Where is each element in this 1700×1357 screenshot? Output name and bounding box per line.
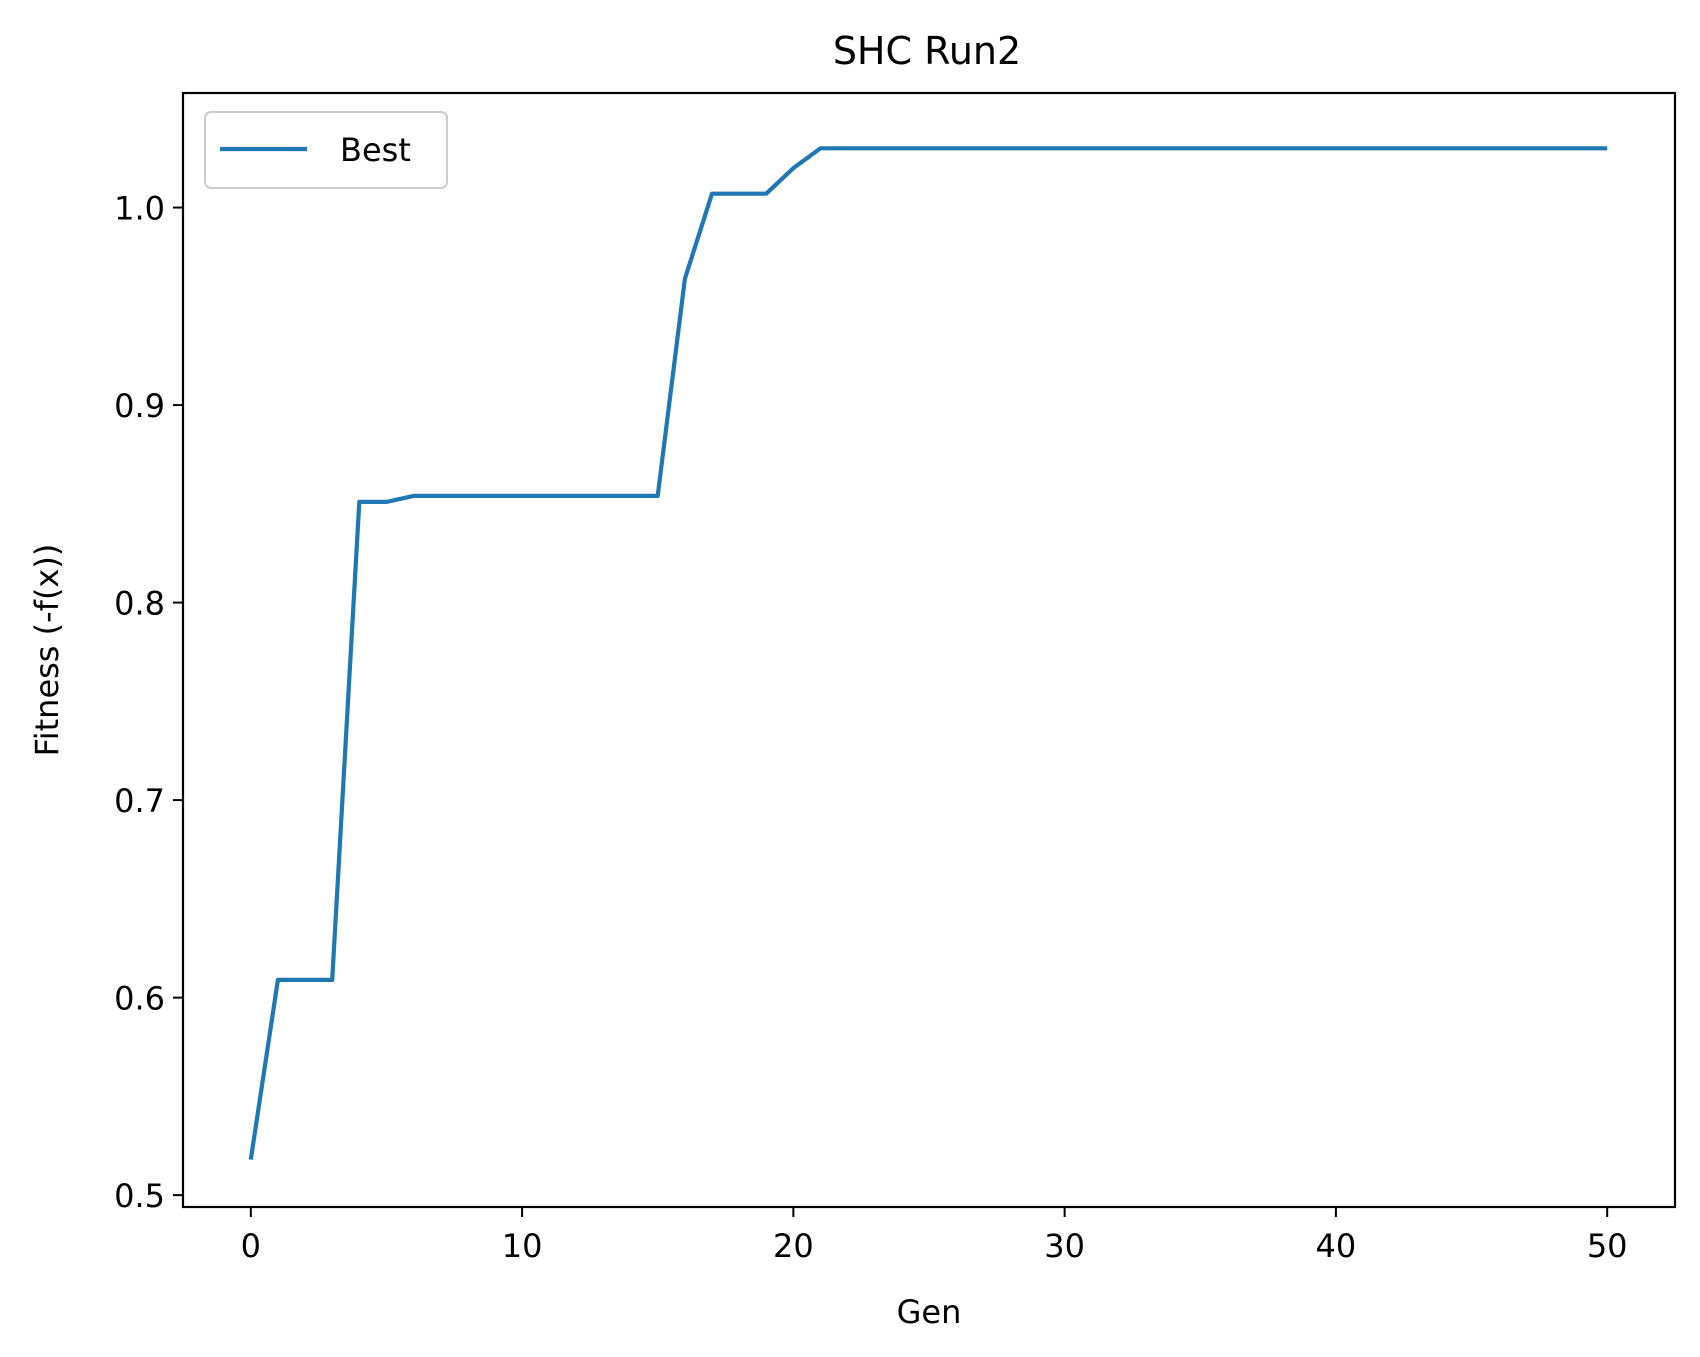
- chart-title: SHC Run2: [833, 29, 1021, 73]
- y-axis-label: Fitness (-f(x)): [28, 544, 66, 757]
- x-axis-ticks: 0 10 20 30 40 50: [241, 1207, 1628, 1265]
- x-axis-label: Gen: [897, 1293, 962, 1331]
- x-tick-label: 40: [1316, 1227, 1357, 1265]
- y-tick-label: 0.8: [114, 585, 165, 623]
- legend-label: Best: [340, 131, 411, 169]
- legend-box: [204, 111, 448, 189]
- y-tick-label: 0.6: [114, 980, 165, 1018]
- plot-content: [248, 146, 1608, 1160]
- x-tick-label: 0: [241, 1227, 261, 1265]
- x-tick-label: 50: [1587, 1227, 1628, 1265]
- y-tick-label: 0.9: [114, 387, 165, 425]
- y-axis-ticks: 0.5 0.6 0.7 0.8 0.9 1.0: [114, 190, 183, 1215]
- x-tick-label: 30: [1044, 1227, 1085, 1265]
- y-tick-label: 1.0: [114, 190, 165, 228]
- x-tick-label: 10: [502, 1227, 543, 1265]
- plot-area-frame: [181, 91, 1677, 1209]
- series-line-best: [248, 146, 1608, 1160]
- legend: Best: [204, 111, 448, 189]
- y-tick-label: 0.5: [114, 1177, 165, 1215]
- x-tick-label: 20: [773, 1227, 814, 1265]
- y-tick-label: 0.7: [114, 782, 165, 820]
